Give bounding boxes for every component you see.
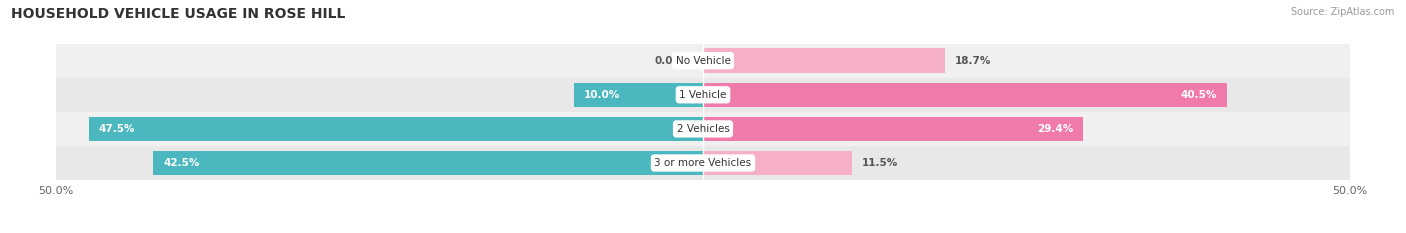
- Bar: [703, 82, 1227, 107]
- Bar: [89, 116, 703, 141]
- Text: 0.0%: 0.0%: [655, 56, 683, 66]
- Text: 40.5%: 40.5%: [1180, 90, 1216, 100]
- Bar: [56, 78, 1350, 112]
- Legend: Owner-occupied, Renter-occupied: Owner-occupied, Renter-occupied: [595, 231, 811, 233]
- Text: HOUSEHOLD VEHICLE USAGE IN ROSE HILL: HOUSEHOLD VEHICLE USAGE IN ROSE HILL: [11, 7, 346, 21]
- Bar: [56, 112, 1350, 146]
- Bar: [574, 82, 703, 107]
- Text: 47.5%: 47.5%: [98, 124, 135, 134]
- Text: Source: ZipAtlas.com: Source: ZipAtlas.com: [1291, 7, 1395, 17]
- Bar: [56, 44, 1350, 78]
- Text: 2 Vehicles: 2 Vehicles: [676, 124, 730, 134]
- Bar: [56, 146, 1350, 180]
- Text: 18.7%: 18.7%: [955, 56, 991, 66]
- Bar: [703, 151, 852, 175]
- Text: 11.5%: 11.5%: [862, 158, 898, 168]
- Bar: [153, 151, 703, 175]
- Text: 29.4%: 29.4%: [1036, 124, 1073, 134]
- Text: 1 Vehicle: 1 Vehicle: [679, 90, 727, 100]
- Text: 42.5%: 42.5%: [163, 158, 200, 168]
- Bar: [703, 116, 1083, 141]
- Bar: [703, 48, 945, 73]
- Text: No Vehicle: No Vehicle: [675, 56, 731, 66]
- Text: 3 or more Vehicles: 3 or more Vehicles: [654, 158, 752, 168]
- Text: 10.0%: 10.0%: [583, 90, 620, 100]
